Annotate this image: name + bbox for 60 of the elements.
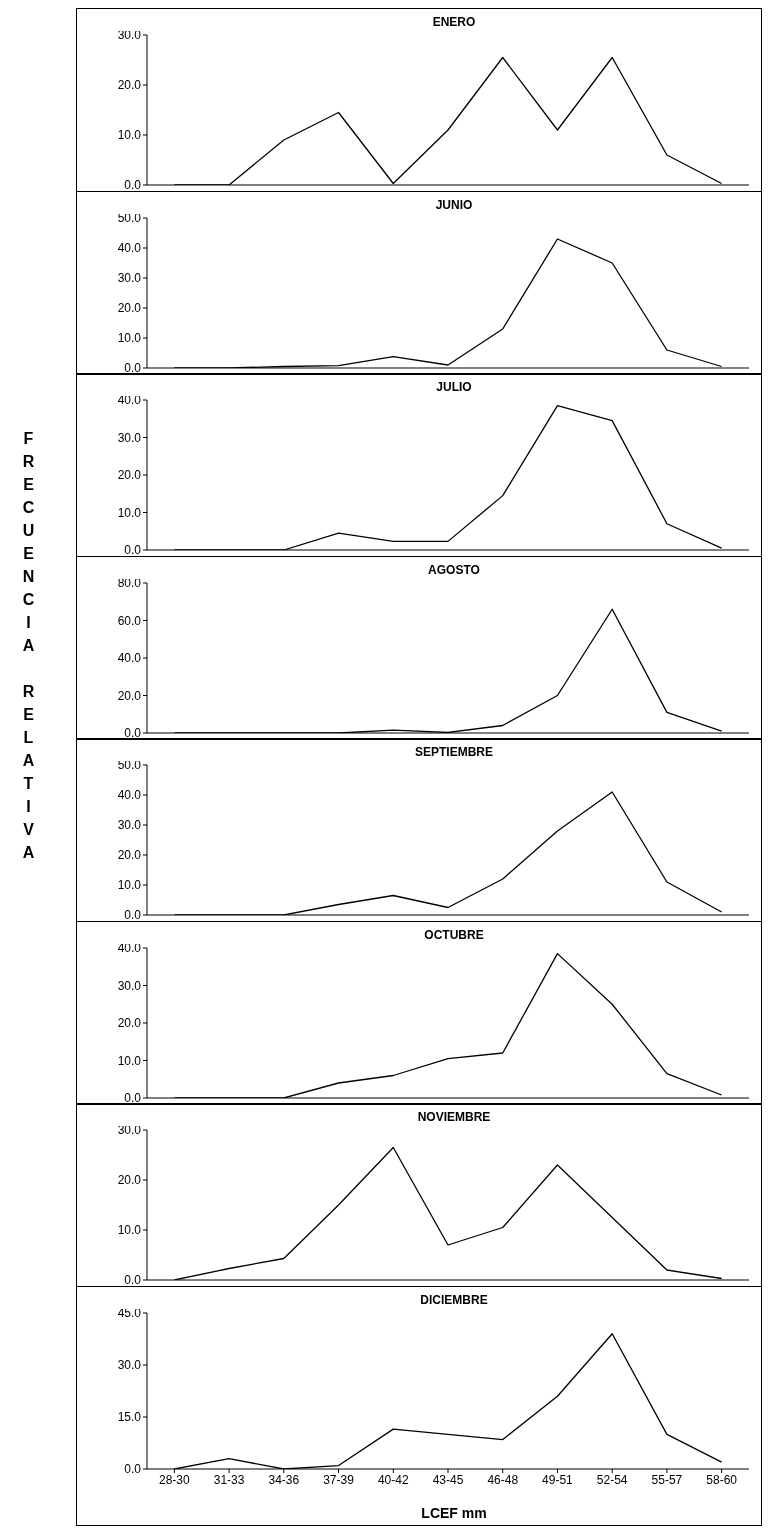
y-tick-label: 30.0 (117, 430, 142, 445)
chart-title: DICIEMBRE (419, 1292, 489, 1307)
y-tick-label: 0.0 (124, 908, 142, 923)
x-tick-label: 52-54 (596, 1472, 628, 1487)
y-tick-label: 30.0 (117, 818, 142, 833)
y-tick-label: 60.0 (117, 613, 142, 628)
x-tick-label: 37-39 (323, 1472, 355, 1487)
x-axis-title: LCEF mm (420, 1504, 488, 1521)
x-tick-label: 28-30 (159, 1472, 191, 1487)
x-tick-label: 46-48 (487, 1472, 519, 1487)
y-tick-label: 0.0 (124, 543, 142, 558)
y-tick-label: 20.0 (117, 1015, 142, 1030)
y-tick-label: 10.0 (117, 330, 142, 345)
y-tick-label: 80.0 (117, 575, 142, 590)
x-tick-label: 55-57 (651, 1472, 683, 1487)
x-tick-label: 49-51 (542, 1472, 574, 1487)
chart-title: JULIO (435, 380, 473, 394)
y-tick-label: 30.0 (117, 28, 142, 43)
y-tick-label: 50.0 (117, 758, 142, 773)
y-tick-label: 40.0 (117, 650, 142, 665)
x-tick-label: 40-42 (377, 1472, 409, 1487)
y-tick-label: 40.0 (117, 788, 142, 803)
y-tick-label: 20.0 (117, 78, 142, 93)
y-axis-title: FRECUENCIA RELATIVA (19, 429, 37, 866)
y-tick-label: 10.0 (117, 878, 142, 893)
y-tick-label: 45.0 (117, 1305, 142, 1320)
y-tick-label: 0.0 (124, 1273, 142, 1288)
y-tick-label: 10.0 (117, 505, 142, 520)
y-tick-label: 20.0 (117, 848, 142, 863)
y-tick-label: 30.0 (117, 1357, 142, 1372)
chart-title: ENERO (431, 15, 477, 29)
chart-title: OCTUBRE (423, 927, 485, 942)
y-tick-label: 10.0 (117, 1053, 142, 1068)
y-tick-label: 50.0 (117, 210, 142, 225)
y-tick-label: 20.0 (117, 468, 142, 483)
y-tick-label: 20.0 (117, 688, 142, 703)
y-tick-label: 15.0 (117, 1409, 142, 1424)
y-tick-label: 40.0 (117, 240, 142, 255)
y-tick-label: 30.0 (117, 270, 142, 285)
y-tick-label: 20.0 (117, 1173, 142, 1188)
y-tick-label: 10.0 (117, 1223, 142, 1238)
chart-title: SEPTIEMBRE (414, 745, 494, 759)
y-tick-label: 0.0 (124, 1090, 142, 1105)
x-tick-label: 31-33 (213, 1472, 245, 1487)
y-tick-label: 10.0 (117, 128, 142, 143)
x-tick-label: 34-36 (268, 1472, 300, 1487)
chart-title: NOVIEMBRE (416, 1110, 492, 1124)
chart-title: JUNIO (434, 197, 474, 212)
y-tick-label: 30.0 (117, 978, 142, 993)
x-tick-label: 43-45 (432, 1472, 464, 1487)
y-tick-label: 0.0 (124, 1461, 142, 1476)
y-tick-label: 0.0 (124, 178, 142, 193)
x-tick-label: 58-60 (706, 1472, 738, 1487)
y-tick-label: 0.0 (124, 725, 142, 740)
y-tick-label: 40.0 (117, 940, 142, 955)
chart-title: AGOSTO (427, 562, 481, 577)
y-tick-label: 30.0 (117, 1123, 142, 1138)
y-tick-label: 40.0 (117, 393, 142, 408)
y-tick-label: 20.0 (117, 300, 142, 315)
y-tick-label: 0.0 (124, 360, 142, 375)
